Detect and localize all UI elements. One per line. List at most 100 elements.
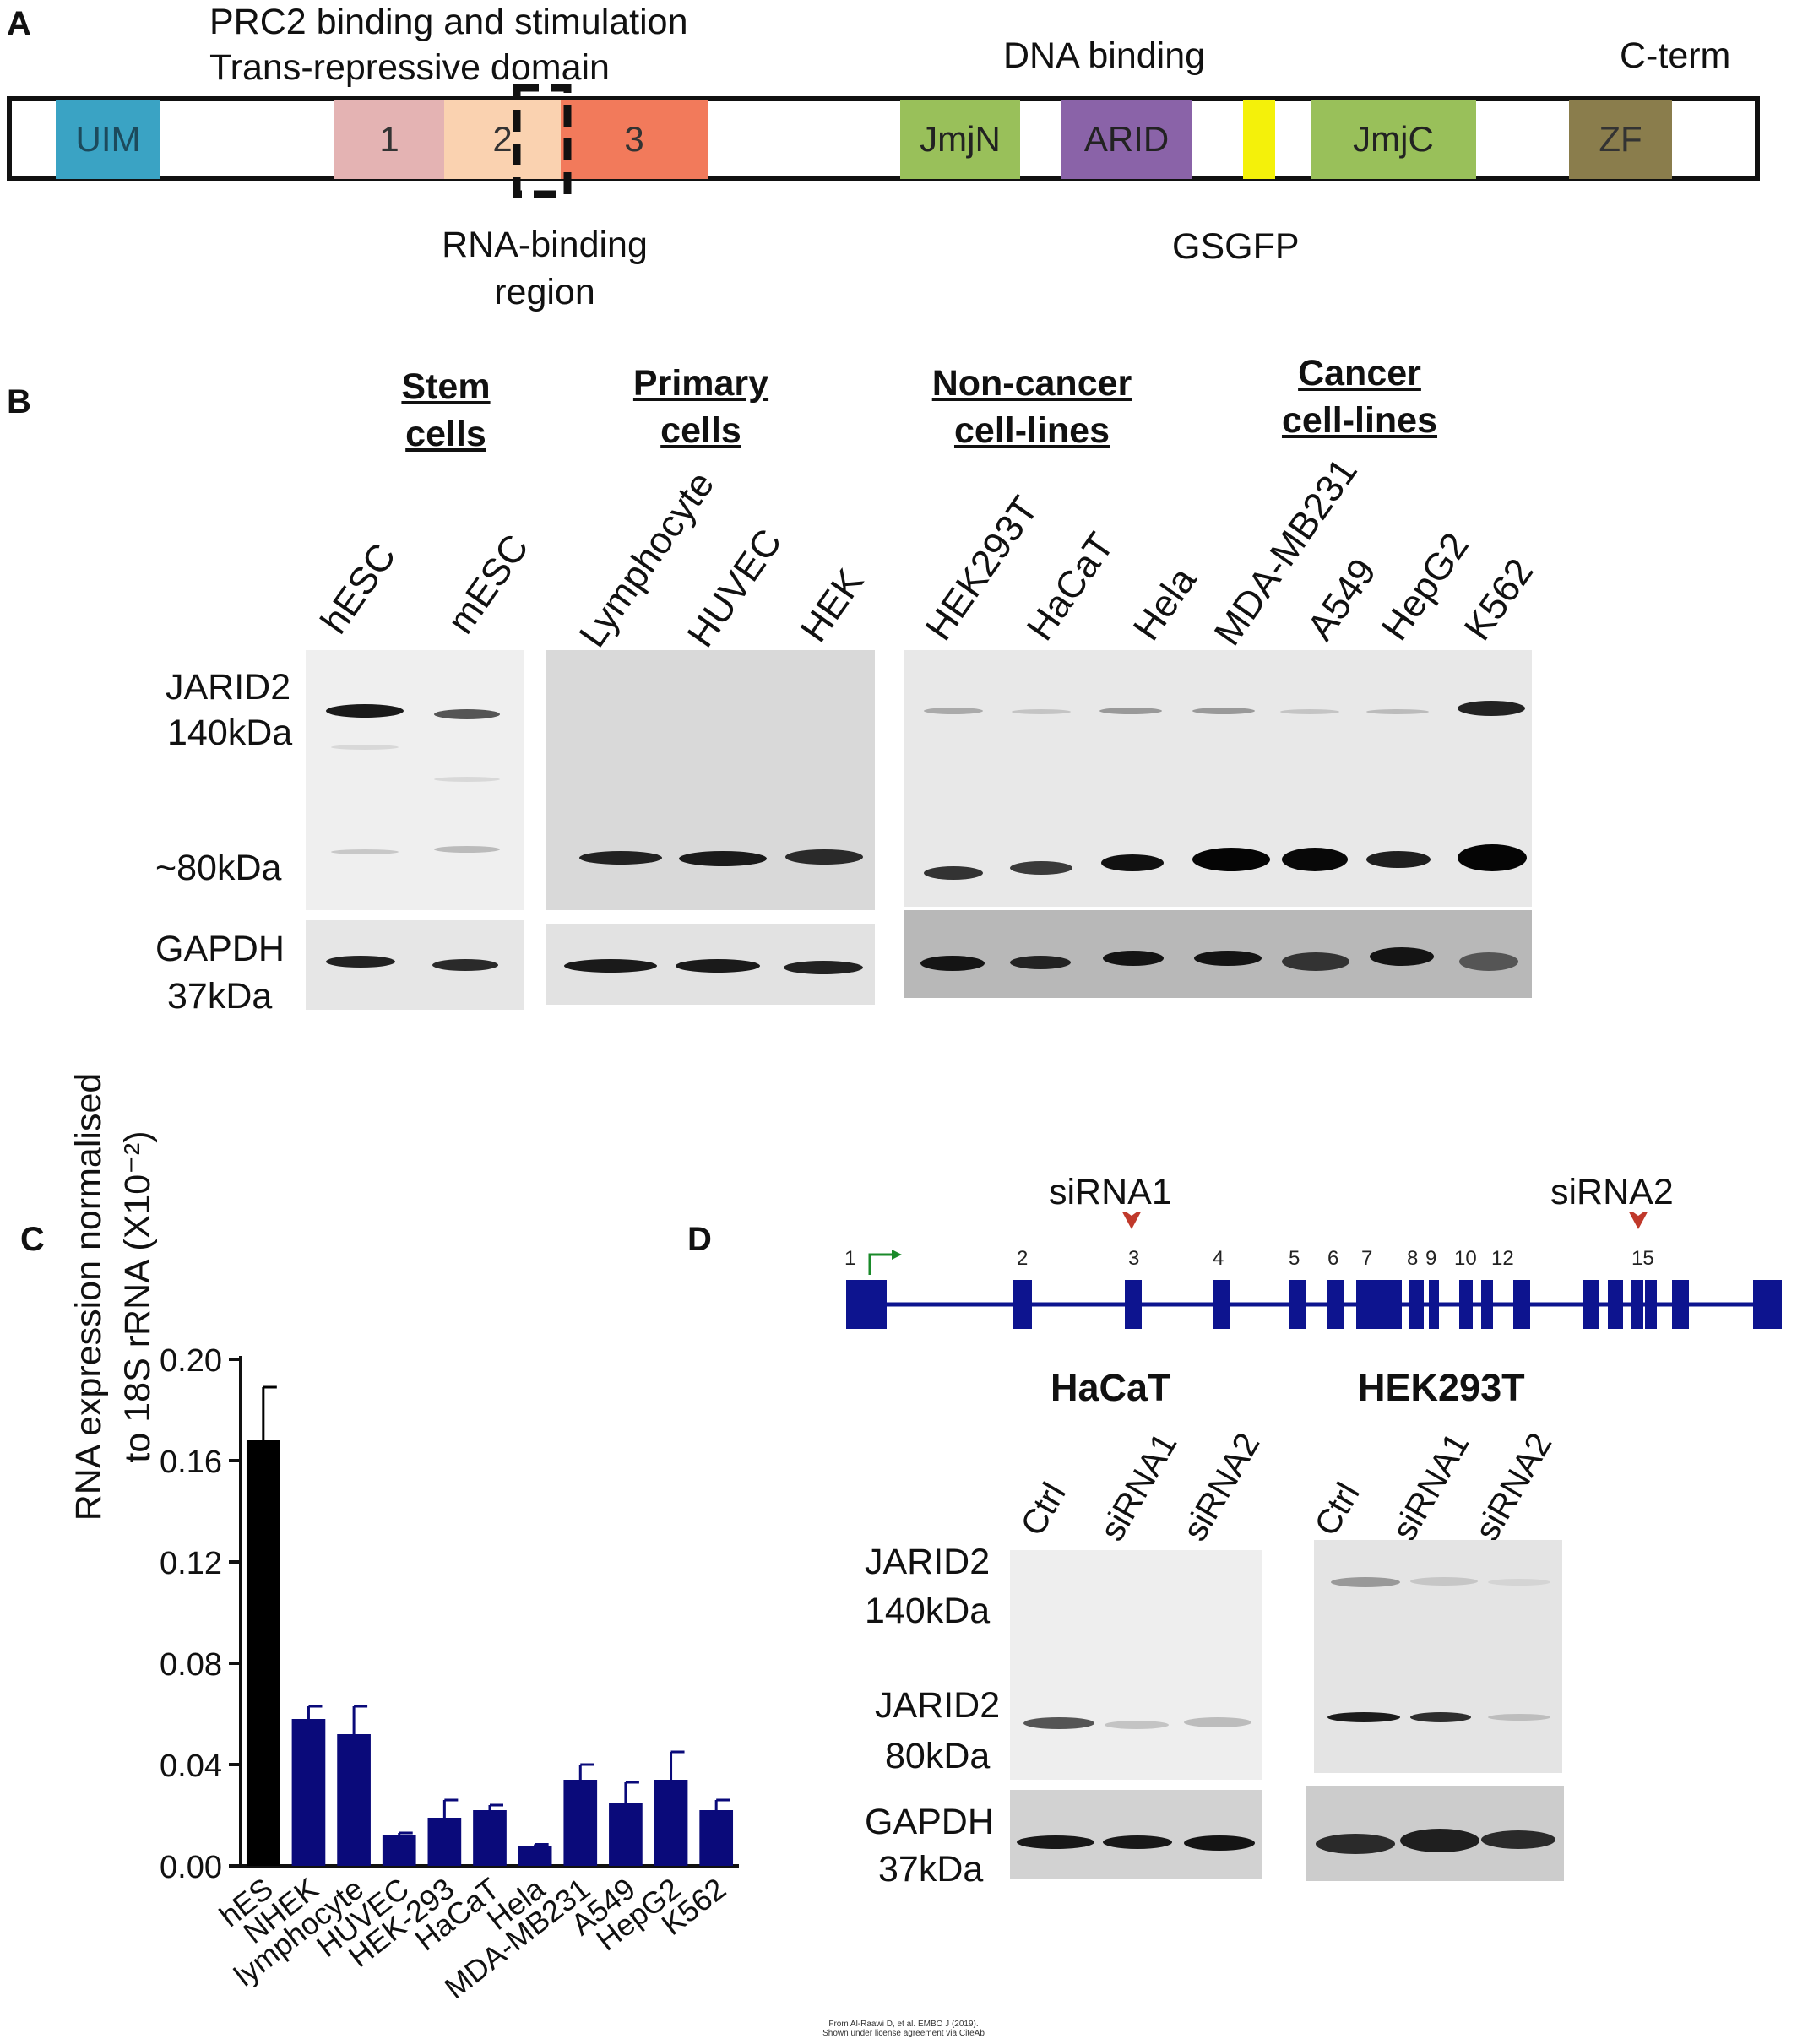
domain-3-label: 3 — [624, 119, 644, 159]
rna-binding-label: RNA-binding region — [431, 221, 659, 316]
sirna1-label: siRNA1 — [1049, 1172, 1172, 1212]
band — [1103, 1835, 1172, 1849]
panel-label-a: A — [7, 5, 31, 42]
d-80kda-label: 80kDa — [885, 1736, 991, 1776]
sirna1-arrow — [1122, 1212, 1141, 1229]
band — [331, 849, 399, 854]
exon — [1327, 1280, 1344, 1329]
exon — [1429, 1280, 1439, 1329]
group-stem-cells: Stem cells — [361, 363, 530, 458]
group-primary-line1: Primary — [632, 363, 769, 404]
exon — [1213, 1280, 1230, 1329]
band — [785, 849, 863, 865]
bar-k562 — [699, 1810, 734, 1866]
band — [924, 866, 983, 880]
band — [1410, 1712, 1471, 1722]
prc2-label: PRC2 binding and stimulation — [209, 2, 688, 42]
blot-stem-jarid2 — [306, 650, 524, 910]
row-140kda-label: 140kDa — [167, 713, 293, 753]
band — [1105, 1721, 1169, 1729]
band — [1331, 1577, 1400, 1587]
domain-gsgfp-motif — [1243, 100, 1275, 179]
exon — [1608, 1280, 1623, 1329]
exon-number: 7 — [1361, 1247, 1372, 1270]
band — [1282, 848, 1348, 871]
exon-number: 6 — [1327, 1247, 1338, 1270]
band — [564, 959, 657, 973]
exon — [1513, 1280, 1530, 1329]
trans-repressive-label: Trans-repressive domain — [209, 47, 610, 88]
group-stem-line1: Stem — [401, 366, 491, 407]
domain-1-label: 1 — [379, 119, 399, 159]
lane-sirna1-hacat: siRNA1 — [1092, 1426, 1185, 1548]
y-tick-label: 0.00 — [160, 1850, 222, 1885]
exon-number: 15 — [1631, 1247, 1654, 1270]
band — [1327, 1712, 1400, 1722]
gsgfp-label: GSGFP — [1172, 226, 1300, 267]
lane-hek: HEK — [791, 561, 872, 650]
credit-line2: Shown under license agreement via CiteAb — [822, 2029, 985, 2038]
group-primary-line2: cells — [660, 410, 741, 451]
domain-uim: UIM — [56, 100, 160, 179]
exon — [1125, 1280, 1142, 1329]
lane-sirna2-hek293t: siRNA2 — [1467, 1426, 1560, 1548]
band — [1282, 952, 1349, 971]
lane-hepg2: HepG2 — [1372, 524, 1477, 648]
d-jarid2-label: JARID2 — [865, 1542, 991, 1582]
band — [1010, 861, 1072, 875]
domain-2-label: 2 — [492, 119, 513, 159]
band — [1370, 947, 1434, 966]
domain-arid: ARID — [1061, 100, 1192, 179]
bar-hela — [518, 1846, 552, 1866]
band — [920, 956, 985, 971]
row-37kda-label: 37kDa — [167, 976, 273, 1017]
group-cancer: Cancer cell-lines — [1233, 350, 1486, 444]
blot-stem-gapdh — [306, 920, 524, 1010]
exon — [1289, 1280, 1306, 1329]
band — [676, 959, 760, 973]
protein-domain-bar — [7, 96, 1760, 181]
band — [1184, 1835, 1255, 1851]
band — [1023, 1717, 1094, 1729]
band — [1366, 851, 1431, 868]
dna-binding-label: DNA binding — [1003, 35, 1206, 76]
group-primary-cells: Primary cells — [616, 360, 785, 454]
group-stem-line2: cells — [405, 414, 486, 454]
exon — [1583, 1280, 1599, 1329]
row-80kda-label: ~80kDa — [155, 848, 282, 888]
exon — [1013, 1280, 1032, 1329]
group-cancer-line2: cell-lines — [1281, 400, 1438, 441]
band — [1099, 708, 1162, 714]
band — [1192, 708, 1255, 714]
exon — [846, 1280, 877, 1329]
exon-number: 2 — [1017, 1247, 1028, 1270]
band — [1192, 848, 1270, 871]
band — [434, 777, 500, 782]
blot-hek293t-gapdh — [1306, 1786, 1564, 1881]
lane-ctrl-hek293t: Ctrl — [1306, 1476, 1368, 1542]
exon-number: 1 — [844, 1247, 855, 1270]
exon-number: 9 — [1425, 1247, 1436, 1270]
lane-mesc: mESC — [438, 526, 537, 642]
d-gapdh-label: GAPDH — [865, 1802, 994, 1842]
bar-nhek — [291, 1719, 326, 1866]
exon — [1645, 1280, 1657, 1329]
gene-structure: 1 2 3 4 5 6 7 8 9 10 12 15 — [844, 1212, 1782, 1329]
hacat-title: HaCaT — [1051, 1366, 1171, 1409]
group-noncancer: Non-cancer cell-lines — [905, 360, 1159, 454]
group-noncancer-line1: Non-cancer — [931, 363, 1132, 404]
exon-number: 4 — [1213, 1247, 1224, 1270]
lane-sirna1-hek293t: siRNA1 — [1384, 1426, 1477, 1548]
exon — [1459, 1280, 1473, 1329]
bar-hek-293 — [427, 1818, 462, 1866]
exon-number: 3 — [1128, 1247, 1139, 1270]
domain-jmjn-label: JmjN — [920, 119, 1001, 159]
blot-celllines-gapdh — [904, 910, 1532, 998]
domain-arid-label: ARID — [1083, 119, 1170, 159]
band — [1012, 709, 1071, 714]
bar-hes — [246, 1440, 280, 1866]
rna-binding-line2: region — [494, 272, 595, 312]
y-tick-label: 0.20 — [160, 1343, 222, 1379]
panel-label-c: C — [20, 1221, 45, 1258]
band — [1010, 956, 1071, 969]
